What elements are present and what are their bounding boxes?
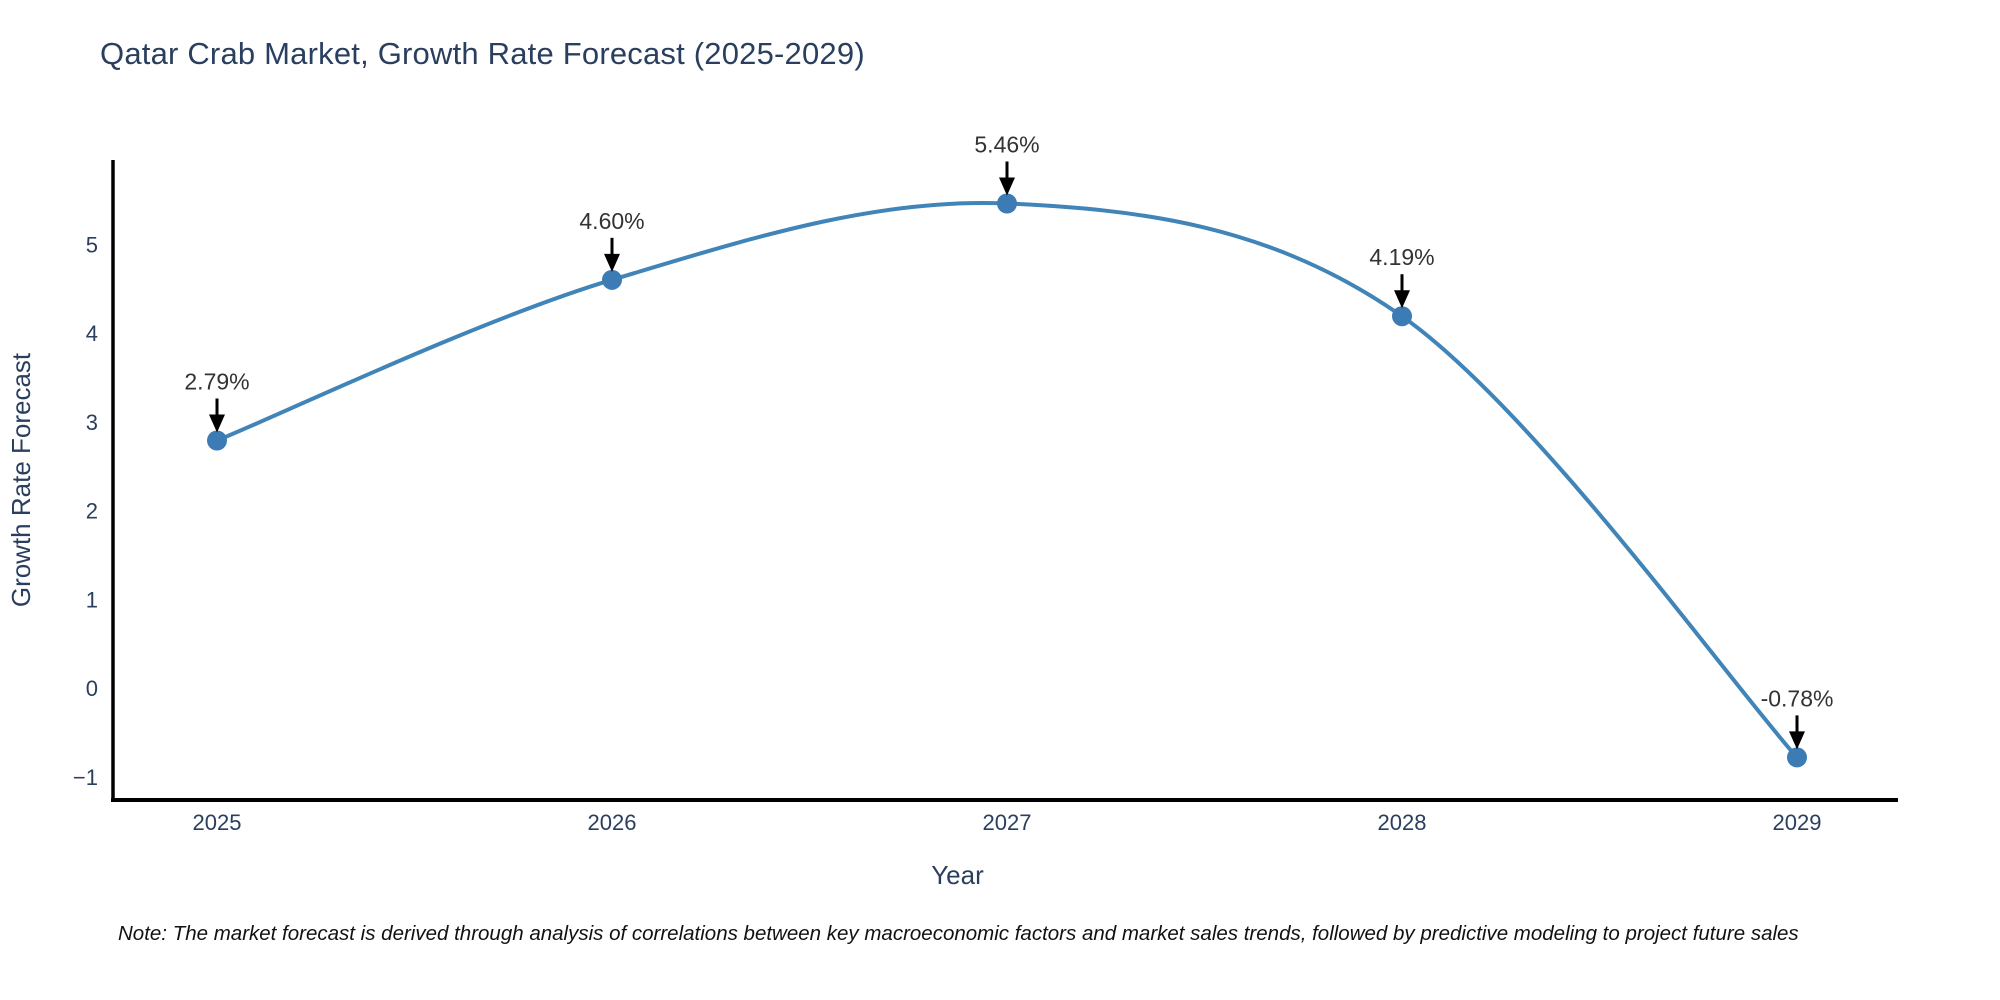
point-value-label: 4.60%	[579, 208, 644, 234]
y-tick-label: 2	[86, 499, 98, 524]
data-point-marker	[1787, 747, 1807, 768]
x-tick-label: 2029	[1773, 810, 1822, 835]
point-value-label: 2.79%	[184, 368, 249, 394]
x-tick-label: 2025	[193, 810, 242, 835]
annotation-arrow-head	[209, 414, 225, 433]
data-point-marker	[1392, 306, 1412, 327]
annotation-arrow-head	[1789, 731, 1805, 750]
y-tick-label: −1	[73, 765, 98, 790]
annotation-arrow-head	[1394, 290, 1410, 309]
forecast-line	[215, 200, 1799, 760]
x-tick-label: 2027	[983, 810, 1032, 835]
x-axis-title: Year	[931, 860, 984, 890]
point-value-label: 4.19%	[1369, 244, 1434, 270]
point-value-label: 5.46%	[974, 131, 1039, 157]
footnote: Note: The market forecast is derived thr…	[118, 922, 1799, 945]
y-tick-label: 4	[86, 321, 98, 346]
y-tick-label: 3	[86, 410, 98, 435]
y-axis-title: Growth Rate Forecast	[6, 352, 36, 607]
y-tick-label: 5	[86, 232, 98, 257]
x-tick-label: 2028	[1378, 810, 1427, 835]
annotation-arrow-head	[999, 177, 1015, 196]
data-point-marker	[997, 193, 1017, 214]
point-value-label: -0.78%	[1761, 685, 1834, 711]
y-tick-label: 1	[86, 587, 98, 612]
data-point-marker	[207, 430, 227, 451]
chart-title: Qatar Crab Market, Growth Rate Forecast …	[100, 36, 865, 71]
x-tick-label: 2026	[588, 810, 637, 835]
data-point-marker	[602, 269, 622, 290]
y-tick-label: 0	[86, 676, 98, 701]
annotation-arrow-head	[604, 253, 620, 272]
